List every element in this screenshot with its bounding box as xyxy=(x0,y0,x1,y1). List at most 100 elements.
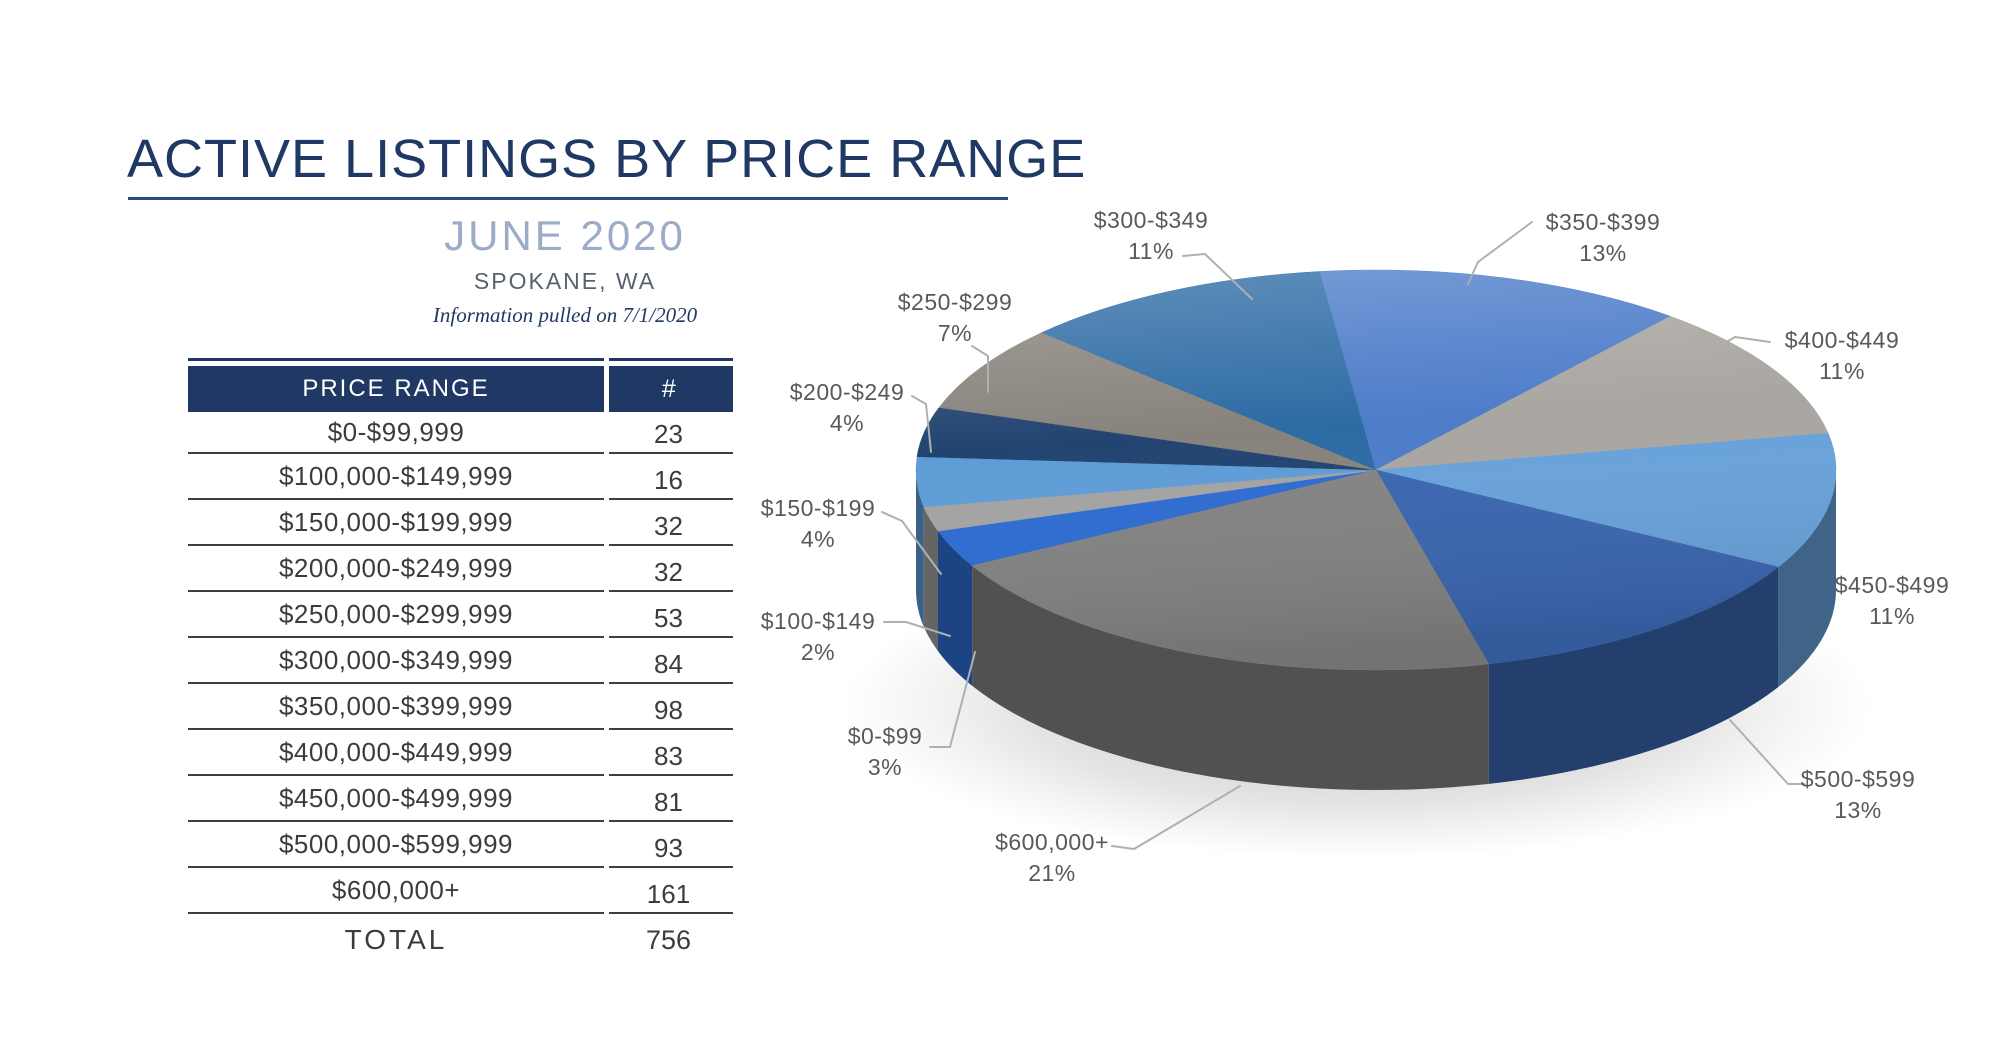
table-top-rule xyxy=(188,358,733,361)
price-range-cell: $150,000-$199,999 xyxy=(278,506,514,537)
count-cell: 53 xyxy=(654,603,683,633)
table-row: $250,000-$299,999 53 xyxy=(188,592,733,638)
page-title: ACTIVE LISTINGS BY PRICE RANGE xyxy=(127,129,1087,189)
pie-slice-label: $500-$599 13% xyxy=(1801,766,1916,823)
price-range-table: PRICE RANGE # $0-$99,999 23 $100,000-$149,… xyxy=(188,358,733,966)
pie-label-leader xyxy=(881,511,942,575)
pie-label-leader xyxy=(1729,719,1805,785)
table-row: $0-$99,999 23 xyxy=(188,412,733,454)
count-cell: 32 xyxy=(654,557,683,587)
pie-slice-side--0-99 xyxy=(938,531,973,686)
pie-label-range: $300-$349 xyxy=(1094,207,1209,233)
price-range-cell: $450,000-$499,999 xyxy=(278,782,514,813)
pie-slice-side--100-149 xyxy=(923,506,938,652)
price-range-cell: $300,000-$349,999 xyxy=(278,644,514,675)
pie-label-percent: 3% xyxy=(868,754,902,780)
pie-slice-label: $300-$349 11% xyxy=(1094,207,1209,264)
table-total-row: TOTAL 756 xyxy=(188,914,733,966)
price-range-cell: $350,000-$399,999 xyxy=(278,690,514,721)
table-row: $100,000-$149,999 16 xyxy=(188,454,733,500)
pie-label-range: $500-$599 xyxy=(1801,766,1916,792)
pie-label-range: $150-$199 xyxy=(761,495,876,521)
pie-label-percent: 4% xyxy=(801,526,835,552)
pie-label-leader xyxy=(1182,253,1253,300)
pie-slice-side--450-499 xyxy=(1778,470,1836,687)
price-range-cell: $0-$99,999 xyxy=(327,416,465,447)
subtitle-month: JUNE 2020 xyxy=(444,212,686,259)
pie-label-percent: 13% xyxy=(1834,797,1882,823)
pie-slice-label: $0-$99 3% xyxy=(848,723,923,780)
pie-slice-label: $450-$499 11% xyxy=(1835,572,1950,629)
pie-label-percent: 13% xyxy=(1579,240,1627,266)
price-range-cell: $100,000-$149,999 xyxy=(278,460,514,491)
pie-label-range: $600,000+ xyxy=(995,829,1109,855)
pie-label-leader xyxy=(929,651,976,748)
total-label: TOTAL xyxy=(344,924,448,955)
pie-label-leader xyxy=(1111,785,1241,850)
pie-label-range: $450-$499 xyxy=(1835,572,1950,598)
info-note: Information pulled on 7/1/2020 xyxy=(432,303,698,327)
count-cell: 23 xyxy=(654,419,683,449)
table-row: $400,000-$449,999 83 xyxy=(188,730,733,776)
price-range-cell: $500,000-$599,999 xyxy=(278,828,514,859)
table-row: $350,000-$399,999 98 xyxy=(188,684,733,730)
count-cell: 98 xyxy=(654,695,683,725)
pie-slice-label: $400-$449 11% xyxy=(1785,327,1900,384)
table-header-row: PRICE RANGE # xyxy=(188,366,733,412)
pie-slice-label: $350-$399 13% xyxy=(1546,209,1661,266)
pie-slice-label: $150-$199 4% xyxy=(761,495,876,552)
pie-label-range: $250-$299 xyxy=(898,289,1013,315)
table-row: $450,000-$499,999 81 xyxy=(188,776,733,822)
count-cell: 16 xyxy=(654,465,683,495)
pie-label-leader xyxy=(1717,336,1771,348)
pie-top-sheen xyxy=(916,270,1836,670)
pie-label-percent: 11% xyxy=(1819,358,1865,384)
pie-label-range: $0-$99 xyxy=(848,723,923,749)
pie-label-percent: 2% xyxy=(801,639,835,665)
count-cell: 83 xyxy=(654,741,683,771)
pie-label-leader xyxy=(1467,221,1533,285)
pie-label-leader xyxy=(883,621,951,637)
pie-label-percent: 7% xyxy=(938,320,972,346)
pie-slice-side--600-000- xyxy=(972,565,1489,791)
pie-slice-side--500-599 xyxy=(1488,567,1779,784)
table-row: $600,000+ 161 xyxy=(188,868,733,914)
title-underline xyxy=(128,197,1008,200)
pie-label-percent: 21% xyxy=(1028,860,1076,886)
pie-label-percent: 11% xyxy=(1128,238,1174,264)
table-row: $200,000-$249,999 32 xyxy=(188,546,733,592)
table-row: $150,000-$199,999 32 xyxy=(188,500,733,546)
table-row: $500,000-$599,999 93 xyxy=(188,822,733,868)
count-cell: 32 xyxy=(654,511,683,541)
table-row: $300,000-$349,999 84 xyxy=(188,638,733,684)
count-cell: 93 xyxy=(654,833,683,863)
pie-label-range: $400-$449 xyxy=(1785,327,1900,353)
pie-slice-label: $100-$149 2% xyxy=(761,608,876,665)
pie-slice-label: $600,000+ 21% xyxy=(995,829,1109,886)
table-column-divider xyxy=(604,358,609,914)
table-header-count: # xyxy=(661,374,676,403)
total-value: 756 xyxy=(645,924,692,955)
pie-label-range: $100-$149 xyxy=(761,608,876,634)
subtitle-location: SPOKANE, WA xyxy=(473,268,657,294)
pie-label-range: $200-$249 xyxy=(790,379,905,405)
price-range-cell: $400,000-$449,999 xyxy=(278,736,514,767)
pie-label-range: $350-$399 xyxy=(1546,209,1661,235)
count-cell: 161 xyxy=(646,879,691,909)
price-range-cell: $200,000-$249,999 xyxy=(278,552,514,583)
pie-slice-side--150-199 xyxy=(915,470,924,627)
pie-slice-label: $250-$299 7% xyxy=(898,289,1013,346)
pie-label-leader xyxy=(971,345,989,393)
price-range-cell: $250,000-$299,999 xyxy=(278,598,514,629)
pie-slice-label: $200-$249 4% xyxy=(790,379,905,436)
price-range-cell: $600,000+ xyxy=(331,874,461,905)
table-header-price-range: PRICE RANGE xyxy=(302,375,490,402)
pie-label-percent: 4% xyxy=(830,410,864,436)
count-cell: 84 xyxy=(654,649,683,679)
pie-label-percent: 11% xyxy=(1869,603,1915,629)
pie-label-leader xyxy=(911,395,932,453)
count-cell: 81 xyxy=(654,787,683,817)
table-body: $0-$99,999 23 $100,000-$149,999 16 $150,000-… xyxy=(188,412,733,914)
